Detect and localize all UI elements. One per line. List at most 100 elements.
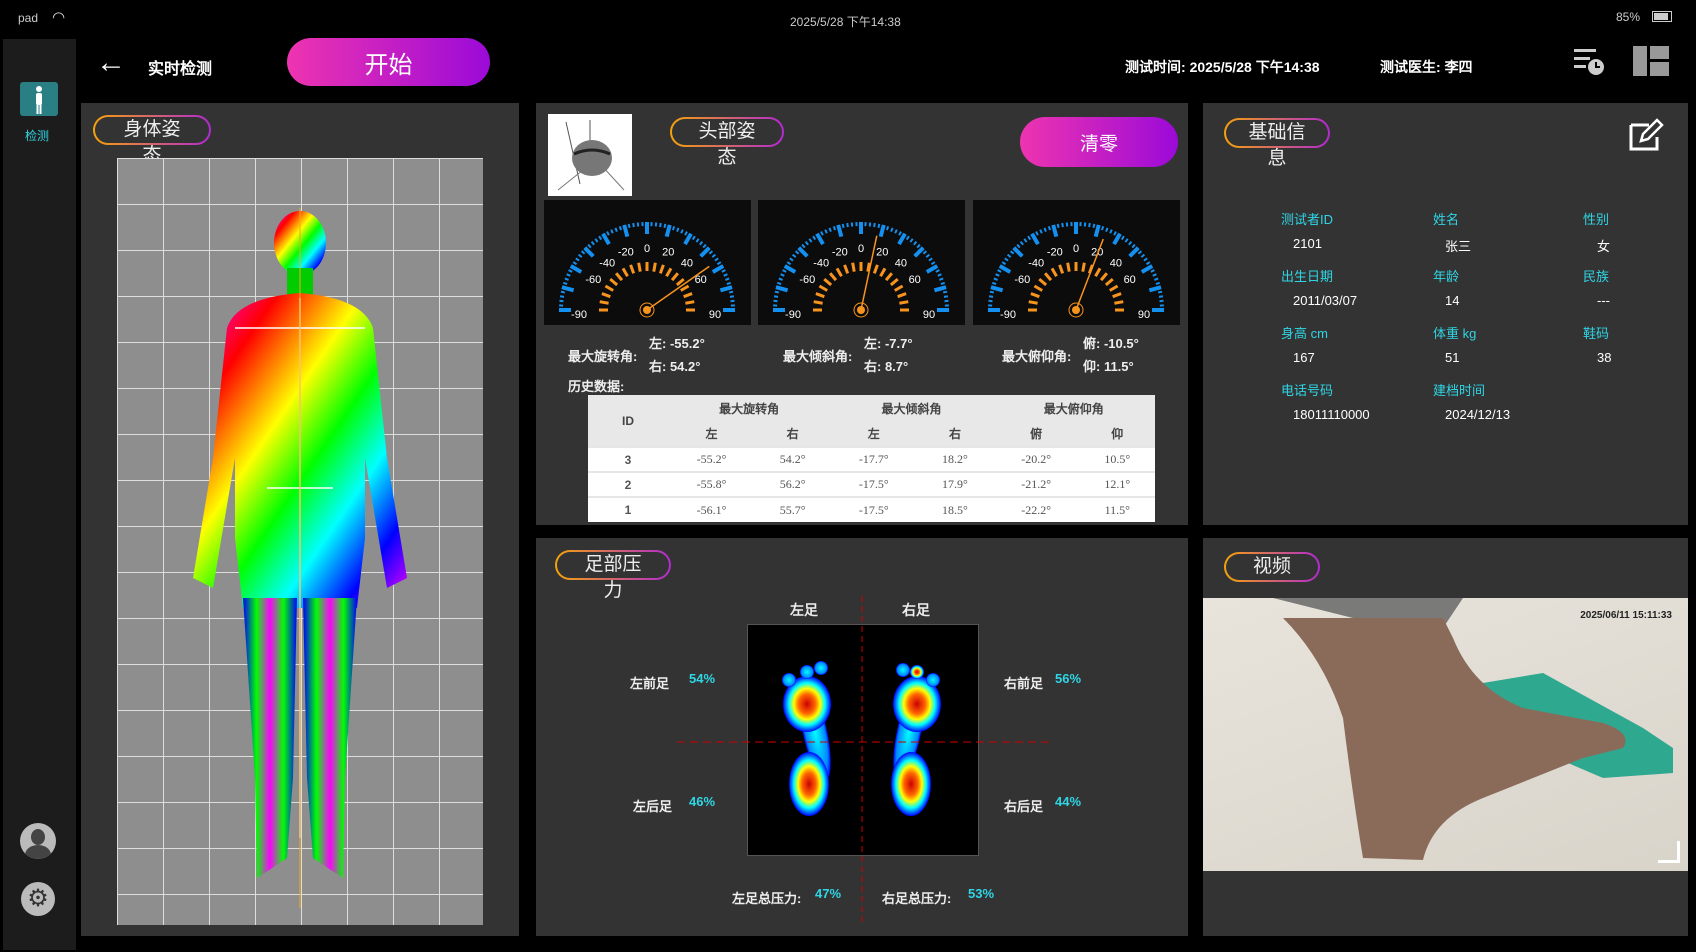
fullscreen-icon[interactable]	[1658, 841, 1680, 863]
table-row[interactable]: 1 -56.1° 55.7° -17.5° 18.5° -22.2° 11.5°	[588, 496, 1155, 522]
gauge-inner-tick	[813, 300, 823, 305]
col-id: ID	[588, 395, 668, 447]
gauge-minor-tick	[820, 231, 824, 236]
table-row[interactable]: 3 -55.2° 54.2° -17.7° 18.2° -20.2° 10.5°	[588, 446, 1155, 472]
nav-item-detect[interactable]	[20, 82, 58, 116]
gauge-inner-tick	[1066, 262, 1071, 272]
head-posture-title: 头部姿态	[670, 117, 784, 168]
gauge-major-tick	[815, 232, 825, 246]
gauge-inner-tick	[884, 272, 894, 282]
gauge-inner-tick	[894, 284, 904, 292]
start-button[interactable]: 开始	[287, 38, 490, 86]
gauge-minor-tick	[691, 235, 696, 241]
gauge-inner-tick	[1038, 277, 1048, 287]
gauge-inner-tick	[1043, 272, 1053, 282]
user-avatar-icon[interactable]	[20, 823, 56, 859]
info-value: ---	[1597, 293, 1610, 308]
gauge-tick-label: 90	[709, 309, 721, 321]
gauge-minor-tick	[1124, 238, 1129, 243]
gauge-minor-tick	[786, 261, 792, 266]
table-cell: -21.2°	[992, 471, 1080, 497]
gauge-minor-tick	[773, 295, 779, 298]
col-sub: 左	[668, 421, 755, 447]
gauge-major-tick	[998, 264, 1012, 274]
table-cell: -55.8°	[668, 471, 755, 497]
info-value: 女	[1597, 239, 1611, 254]
gauge-tick-label: 90	[923, 309, 935, 321]
back-arrow-icon[interactable]: ←	[96, 46, 126, 79]
info-value: 14	[1445, 293, 1460, 308]
gauge-minor-tick	[632, 222, 635, 228]
doctor-label: 测试医生:	[1380, 59, 1441, 75]
gauge-minor-tick	[580, 250, 586, 255]
gauge-inner-tick	[599, 300, 609, 305]
gauge-minor-tick	[940, 281, 946, 285]
gauge-minor-tick	[711, 253, 717, 258]
table-cell: 17.9°	[917, 471, 993, 497]
gauge-inner-tick	[1058, 264, 1065, 274]
body-posture-panel: 身体姿态	[81, 103, 519, 936]
gauge-minor-tick	[680, 229, 684, 234]
table-cell: -17.7°	[830, 446, 918, 472]
gauge-minor-tick	[562, 281, 568, 285]
history-label: 历史数据:	[568, 379, 625, 394]
gauge-inner-tick	[835, 267, 843, 277]
right-rearfoot-value: 44%	[1055, 794, 1082, 809]
gauge-minor-tick	[939, 277, 944, 281]
right-foot-label: 右足	[902, 602, 930, 618]
gauge-minor-tick	[1105, 227, 1109, 232]
gauge-minor-tick	[723, 273, 728, 277]
reset-zero-button[interactable]: 清零	[1020, 117, 1178, 167]
gauge-minor-tick	[610, 229, 614, 234]
gauge-minor-tick	[1101, 225, 1105, 231]
body-posture-title-text: 身体姿态	[95, 117, 209, 166]
gauge-minor-tick	[913, 240, 918, 246]
gauge-minor-tick	[594, 238, 599, 243]
gauge-minor-tick	[925, 253, 931, 258]
gauge-minor-tick	[873, 222, 876, 228]
gauge-minor-tick	[716, 261, 722, 266]
gauge-tick-label: -40	[813, 258, 829, 270]
gauge-major-tick	[601, 232, 611, 246]
gauge-needle	[646, 265, 710, 311]
gauge-hub-ring	[639, 302, 655, 318]
gauge-inner-tick	[1081, 262, 1086, 272]
right-total-label: 右足总压力:	[882, 891, 952, 906]
col-sub: 仰	[1079, 421, 1155, 447]
settings-gear-icon[interactable]: ⚙	[21, 882, 55, 916]
right-rearfoot-label: 右后足	[1004, 799, 1044, 814]
gauge-inner-tick	[1050, 267, 1058, 277]
gauge-tick-label: 0	[644, 243, 650, 255]
gauge-hub-ring	[853, 302, 869, 318]
gauge-minor-tick	[1109, 229, 1113, 234]
table-row[interactable]: 2 -55.8° 56.2° -17.5° 17.9° -21.2° 12.1°	[588, 471, 1155, 497]
gauge-minor-tick	[1140, 253, 1146, 258]
col-sub: 右	[754, 421, 831, 447]
gauge-major-tick	[933, 285, 947, 293]
gauge-minor-tick	[804, 240, 809, 246]
gauge-minor-tick	[566, 273, 571, 277]
history-clock-icon[interactable]	[1572, 46, 1606, 78]
layout-grid-icon[interactable]	[1633, 46, 1669, 76]
gauge-inner-tick	[670, 272, 680, 282]
gauge-major-tick	[1012, 246, 1024, 258]
gauge-minor-tick	[1039, 229, 1043, 234]
col-group: 最大旋转角	[668, 395, 831, 421]
gauge-minor-tick	[663, 223, 667, 229]
gauge-minor-tick	[1157, 290, 1163, 294]
gauge-major-tick	[719, 285, 733, 293]
gauge-minor-tick	[1152, 273, 1157, 277]
video-feed[interactable]: 2025/06/11 15:11:33	[1203, 598, 1688, 871]
gauge-major-tick	[925, 264, 939, 274]
gauge-hub	[643, 306, 651, 314]
edit-icon[interactable]	[1627, 117, 1667, 153]
right-forefoot-label: 右前足	[1004, 676, 1044, 691]
info-value: 2101	[1293, 236, 1322, 251]
gauge-tick-label: 0	[858, 243, 864, 255]
gauge-minor-tick	[824, 229, 828, 234]
gauge-tick-label: -90	[1000, 309, 1016, 321]
gauge-major-tick	[1148, 285, 1162, 293]
battery-level: 85%	[1616, 10, 1641, 24]
info-value: 167	[1293, 350, 1315, 365]
gauge-inner-tick	[621, 267, 629, 277]
